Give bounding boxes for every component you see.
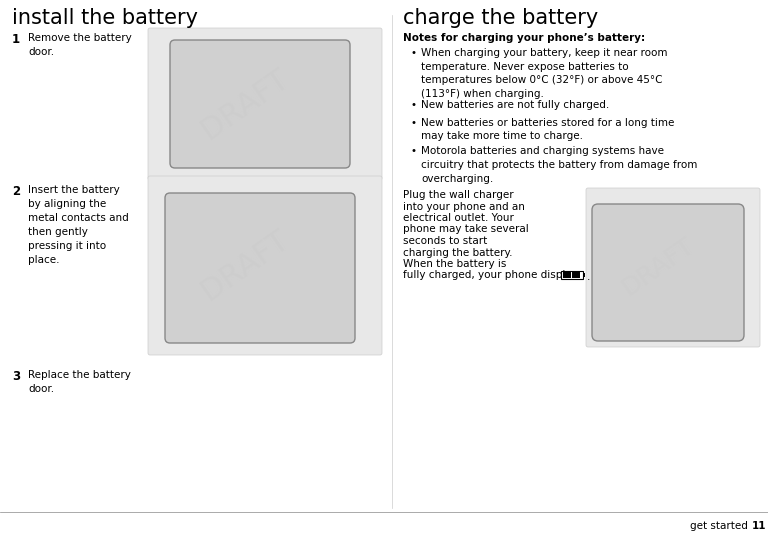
Text: •: • <box>411 146 417 157</box>
Bar <box>583 272 585 277</box>
Text: New batteries or batteries stored for a long time
may take more time to charge.: New batteries or batteries stored for a … <box>421 118 674 141</box>
Text: •: • <box>411 48 417 58</box>
Text: phone may take several: phone may take several <box>403 224 528 234</box>
Text: .: . <box>587 272 591 282</box>
Bar <box>576 272 580 278</box>
Bar <box>562 272 567 278</box>
Text: 3: 3 <box>12 370 20 383</box>
Text: •: • <box>411 118 417 128</box>
Text: charging the battery.: charging the battery. <box>403 248 512 257</box>
FancyBboxPatch shape <box>170 40 350 168</box>
FancyBboxPatch shape <box>148 28 382 180</box>
Text: DRAFT: DRAFT <box>617 234 699 300</box>
Text: When charging your battery, keep it near room
temperature. Never expose batterie: When charging your battery, keep it near… <box>421 48 667 99</box>
FancyBboxPatch shape <box>148 176 382 355</box>
Text: DRAFT: DRAFT <box>196 224 294 305</box>
Bar <box>571 272 575 278</box>
Text: Notes for charging your phone’s battery:: Notes for charging your phone’s battery: <box>403 33 645 43</box>
Text: When the battery is: When the battery is <box>403 259 506 269</box>
Text: Plug the wall charger: Plug the wall charger <box>403 190 514 200</box>
Text: Insert the battery
by aligning the
metal contacts and
then gently
pressing it in: Insert the battery by aligning the metal… <box>28 185 129 265</box>
Text: Motorola batteries and charging systems have
circuitry that protects the battery: Motorola batteries and charging systems … <box>421 146 697 184</box>
Text: New batteries are not fully charged.: New batteries are not fully charged. <box>421 100 609 110</box>
Text: fully charged, your phone displays: fully charged, your phone displays <box>403 271 584 281</box>
Text: 2: 2 <box>12 185 20 198</box>
Text: Remove the battery
door.: Remove the battery door. <box>28 33 132 57</box>
Text: install the battery: install the battery <box>12 8 198 28</box>
Text: Replace the battery
door.: Replace the battery door. <box>28 370 131 394</box>
Text: •: • <box>411 100 417 110</box>
Text: 11: 11 <box>752 521 766 531</box>
Text: into your phone and an: into your phone and an <box>403 201 525 212</box>
FancyBboxPatch shape <box>586 188 760 347</box>
Bar <box>567 272 571 278</box>
FancyBboxPatch shape <box>561 271 583 278</box>
Text: electrical outlet. Your: electrical outlet. Your <box>403 213 514 223</box>
Text: get started: get started <box>690 521 748 531</box>
FancyBboxPatch shape <box>592 204 744 341</box>
FancyBboxPatch shape <box>165 193 355 343</box>
Text: seconds to start: seconds to start <box>403 236 487 246</box>
Text: 1: 1 <box>12 33 20 46</box>
Text: charge the battery: charge the battery <box>403 8 598 28</box>
Text: DRAFT: DRAFT <box>196 63 294 145</box>
